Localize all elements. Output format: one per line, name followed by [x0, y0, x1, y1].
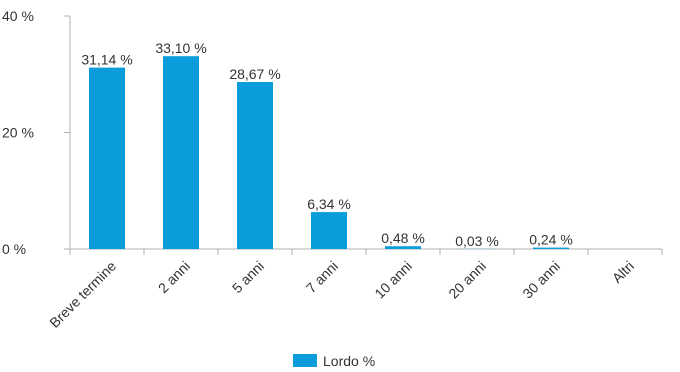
- legend: Lordo %: [293, 353, 375, 367]
- bar: [89, 68, 125, 249]
- bar: [533, 248, 569, 249]
- x-tick-label: 20 anni: [445, 258, 489, 302]
- x-tick-label: 2 anni: [155, 258, 193, 296]
- x-tick-label: 5 anni: [229, 258, 267, 296]
- data-label: 31,14 %: [81, 52, 132, 68]
- data-label: 0,24 %: [529, 232, 573, 248]
- y-tick-label: 20 %: [2, 125, 34, 141]
- x-tick-label: 7 anni: [303, 258, 341, 296]
- bars: [89, 56, 569, 249]
- y-tick-label: 0 %: [2, 241, 26, 257]
- x-tick-label: Altri: [609, 258, 637, 286]
- data-label: 0,03 %: [455, 233, 499, 249]
- legend-swatch: [293, 354, 317, 367]
- data-label: 28,67 %: [229, 66, 280, 82]
- bar: [385, 246, 421, 249]
- bar: [311, 212, 347, 249]
- x-tick-label: 30 anni: [519, 258, 563, 302]
- x-tick-labels: Breve termine 2 anni 5 anni 7 anni 10 anni 20…: [46, 258, 637, 331]
- legend-label: Lordo %: [323, 353, 375, 367]
- bar: [163, 56, 199, 249]
- x-tick-label: Breve termine: [46, 258, 119, 331]
- x-tick-label: 10 anni: [371, 258, 415, 302]
- data-label: 0,48 %: [381, 230, 425, 246]
- bar: [237, 82, 273, 249]
- data-label: 33,10 %: [155, 40, 206, 56]
- data-label: 6,34 %: [307, 196, 351, 212]
- y-tick-label: 40 %: [2, 8, 34, 24]
